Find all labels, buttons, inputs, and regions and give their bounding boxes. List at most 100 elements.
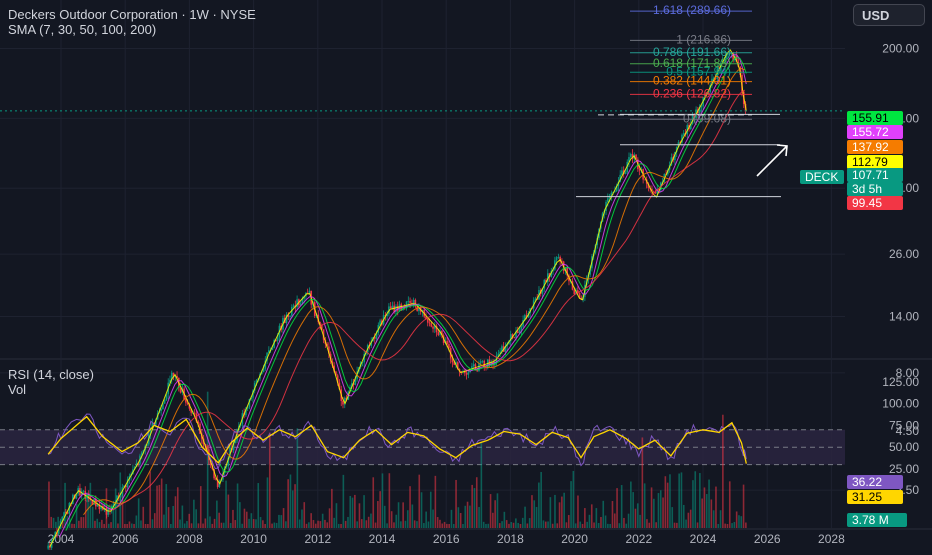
x-tick-label: 2008 xyxy=(176,532,203,546)
candle-body xyxy=(245,408,247,416)
volume-bar xyxy=(312,520,315,528)
price-badge[interactable]: 137.92 xyxy=(847,140,903,154)
price-badge-bg[interactable] xyxy=(847,168,903,182)
candle-body xyxy=(52,535,55,540)
candle-body xyxy=(66,512,69,514)
fibonacci-tool[interactable]: 4.236 (598.92)3.618 (525.23)2.618 (407.4… xyxy=(630,0,752,125)
volume-bar xyxy=(413,520,416,528)
candle-body xyxy=(690,124,692,129)
volume-bar xyxy=(581,523,584,528)
volume-bar xyxy=(271,523,273,528)
rsi-indicator-label[interactable]: RSI (14, close) xyxy=(8,367,94,382)
volume-bar xyxy=(195,509,197,528)
candle-body xyxy=(301,298,304,304)
volume-bar xyxy=(648,522,651,528)
symbol-tag-bg[interactable] xyxy=(800,170,844,184)
price-tick-label: 8.00 xyxy=(896,366,920,380)
volume-bar xyxy=(641,437,644,528)
candle-body xyxy=(296,299,298,308)
rsi-badge-bg[interactable] xyxy=(847,475,903,489)
candle-body xyxy=(624,172,627,174)
price-badge-bg[interactable] xyxy=(847,125,903,139)
candle-body xyxy=(287,314,290,318)
volume-bar xyxy=(181,505,184,528)
price-tick-label: 26.00 xyxy=(889,247,919,261)
candle-body xyxy=(375,332,378,339)
volume-bar xyxy=(733,521,736,528)
candle-body xyxy=(446,341,448,345)
rsi-tick-label: 25.00 xyxy=(889,462,919,476)
volume-bar xyxy=(416,521,418,528)
volume-bar xyxy=(294,484,296,528)
volume-bar xyxy=(715,486,717,528)
x-tick-label: 2012 xyxy=(304,532,331,546)
price-badge[interactable]: 155.91 xyxy=(847,111,903,125)
candle-body xyxy=(707,91,710,94)
price-badge[interactable]: 99.45 xyxy=(847,196,903,210)
rsi-ma-badge[interactable]: 31.25 xyxy=(847,490,903,504)
x-tick-label: 2010 xyxy=(240,532,267,546)
volume-bar xyxy=(273,522,276,528)
volume-bar xyxy=(220,522,223,528)
volume-bar xyxy=(282,508,285,528)
price-badge-bg[interactable] xyxy=(847,155,903,169)
currency-button[interactable]: USD xyxy=(853,4,925,26)
candle-body xyxy=(321,325,323,330)
candle-body xyxy=(658,189,660,191)
volume-bar xyxy=(701,498,703,528)
volume-bar xyxy=(590,504,593,528)
candle-body xyxy=(160,409,162,411)
candle-body xyxy=(631,153,634,159)
arrow-annotation[interactable] xyxy=(756,145,788,177)
volume-bar xyxy=(130,523,133,528)
volume-bar xyxy=(722,414,724,528)
price-badge[interactable]: 107.71 xyxy=(847,168,903,182)
candle-body xyxy=(54,532,57,536)
volume-bar xyxy=(717,523,720,528)
volume-bar xyxy=(531,495,533,528)
volume-bar xyxy=(393,522,395,528)
sma-indicator-label[interactable]: SMA (7, 30, 50, 100, 200) xyxy=(8,22,157,37)
volume-bar xyxy=(190,523,193,528)
candle-body xyxy=(421,309,424,312)
price-badge-bg[interactable] xyxy=(847,182,903,196)
candle-body xyxy=(328,346,330,354)
candle-body xyxy=(467,372,470,375)
volume-bar xyxy=(87,497,89,528)
candle-body xyxy=(428,322,431,324)
volume-bar xyxy=(478,506,480,528)
volume-bar xyxy=(365,520,368,528)
price-badge-bg[interactable] xyxy=(847,111,903,125)
rsi-badge[interactable]: 36.22 xyxy=(847,475,903,489)
volume-bar xyxy=(285,521,287,528)
price-badge[interactable]: 155.72 xyxy=(847,125,903,139)
price-badge[interactable]: 3d 5h xyxy=(847,182,903,196)
price-badge-bg[interactable] xyxy=(847,196,903,210)
volume-bar xyxy=(528,518,531,528)
volume-bar xyxy=(515,518,517,528)
symbol-tag[interactable]: DECK xyxy=(800,170,844,184)
volume-bar xyxy=(126,523,128,528)
volume-bar xyxy=(186,521,188,528)
volume-bar xyxy=(609,523,611,528)
candle-body xyxy=(342,400,344,405)
price-badge[interactable]: 112.79 xyxy=(847,155,903,169)
volume-bar xyxy=(340,523,342,528)
rsi-ma-badge-bg[interactable] xyxy=(847,490,903,504)
volume-badge-bg[interactable] xyxy=(847,513,907,527)
candle-body xyxy=(578,292,581,298)
volume-bar xyxy=(268,432,271,528)
volume-badge[interactable]: 3.78 M xyxy=(847,513,907,527)
volume-bar xyxy=(48,481,50,528)
arrow-annotation-head[interactable] xyxy=(776,144,788,157)
vol-indicator-label[interactable]: Vol xyxy=(8,382,27,397)
candle-body xyxy=(615,186,618,192)
candle-body xyxy=(195,413,198,422)
sma-30-line xyxy=(58,54,747,538)
volume-bar xyxy=(549,497,552,528)
price-badge-bg[interactable] xyxy=(847,140,903,154)
candle-body xyxy=(234,440,237,443)
volume-bar xyxy=(436,517,439,528)
